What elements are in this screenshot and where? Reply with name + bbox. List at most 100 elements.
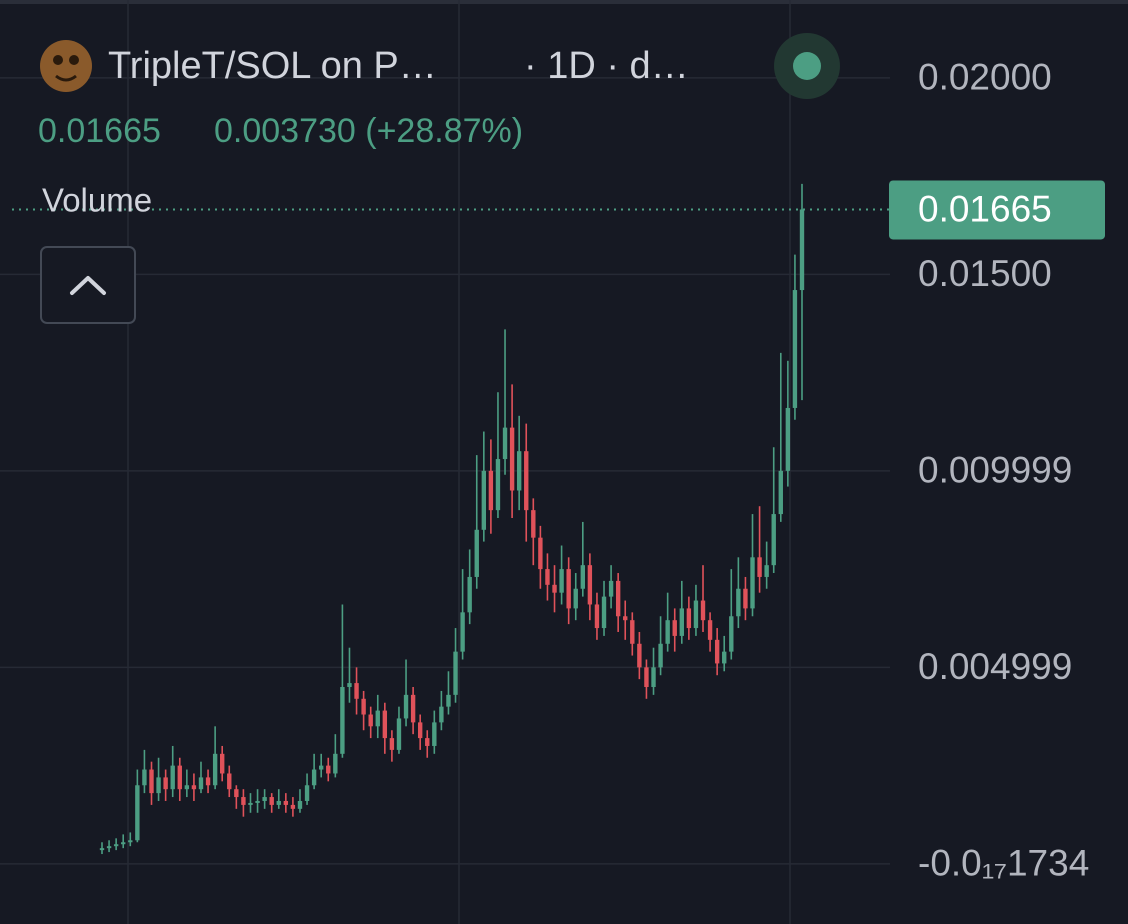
candle-body: [516, 451, 522, 491]
candle-body: [531, 510, 536, 538]
overlay: 0.02000 0.01500 0.009999 0.004999 -0.0₁₇1734…: [12, 57, 1105, 884]
candle-body: [142, 769, 147, 786]
candle-body: [587, 565, 593, 605]
candle-body: [679, 608, 684, 636]
price-change: 0.003730 (+28.87%): [214, 112, 523, 150]
candle-body: [198, 777, 204, 790]
y-tick-label: 0.02000: [918, 57, 1052, 98]
candle-body: [601, 596, 607, 629]
candle-body: [488, 470, 494, 511]
top-border: [0, 0, 1128, 4]
candle-body: [311, 769, 317, 786]
candle-body: [615, 580, 621, 617]
candle-body: [509, 427, 515, 491]
candle-body: [729, 616, 734, 652]
candle-body: [212, 753, 218, 786]
candle-body: [608, 580, 614, 597]
candle-body: [658, 643, 663, 668]
candle-body: [700, 600, 706, 621]
collapse-button[interactable]: [40, 246, 136, 324]
candle-body: [736, 588, 741, 617]
candle-body: [184, 785, 190, 790]
avatar-eye: [69, 55, 79, 65]
y-tick-label: 0.01500: [918, 253, 1052, 294]
candle-body: [623, 616, 628, 621]
symbol-avatar: [40, 40, 92, 92]
candle-body: [644, 667, 649, 688]
candle-body: [432, 722, 437, 746]
candle-body: [227, 773, 232, 790]
candle-body: [410, 694, 416, 723]
candle-body: [99, 848, 105, 851]
candle-body: [467, 576, 472, 613]
candle-body: [347, 683, 352, 688]
last-price: 0.01665: [38, 112, 161, 150]
candle-body: [559, 569, 564, 593]
candle-body: [481, 470, 487, 530]
candle-body: [262, 797, 267, 801]
avatar-mouth: [55, 74, 77, 82]
candle-body: [205, 777, 211, 786]
candle-body: [771, 514, 776, 566]
candle-body: [446, 694, 451, 707]
candle-body: [382, 710, 388, 739]
candle-body: [326, 765, 331, 774]
candle-body: [177, 765, 182, 790]
candle-body: [651, 667, 656, 688]
candle-body: [113, 844, 119, 847]
status-dot: [793, 52, 821, 80]
candle-body: [361, 698, 366, 715]
candle-body: [686, 608, 692, 629]
candle-body: [764, 565, 769, 577]
chevron-up: [70, 276, 106, 295]
candle-body: [474, 529, 479, 577]
candle-body: [524, 451, 529, 511]
candle-body: [128, 840, 133, 843]
candle-body: [283, 800, 289, 805]
candle-body: [594, 604, 600, 629]
candle-body: [672, 620, 677, 636]
candle-body: [375, 710, 380, 727]
interval: · 1D · d…: [524, 45, 689, 87]
candle-body: [135, 785, 140, 841]
candle-body: [340, 687, 345, 754]
last-price-tag-label: 0.01665: [918, 188, 1052, 229]
candle-body: [573, 588, 578, 609]
candle-body: [425, 738, 430, 746]
candle-body: [333, 753, 338, 774]
candle-body: [255, 800, 260, 803]
candle-body: [566, 569, 571, 609]
candle-body: [354, 683, 359, 699]
candle-body: [714, 639, 720, 664]
candle-body: [665, 620, 670, 644]
candle-body: [750, 557, 755, 609]
y-tick-label: 0.009999: [918, 450, 1072, 491]
candle-body: [637, 643, 642, 668]
candle-body: [552, 584, 557, 593]
candle-body: [163, 777, 168, 790]
y-tick-label: -0.0₁₇1734: [918, 843, 1089, 884]
candle-body: [234, 789, 239, 798]
candle-body: [248, 802, 253, 805]
candle-body: [220, 753, 225, 774]
candle-body: [545, 569, 550, 585]
candle-body: [149, 769, 154, 794]
candle-body: [319, 765, 324, 770]
candle-body: [538, 537, 543, 570]
candle-body: [304, 785, 310, 801]
avatar-eye: [53, 55, 63, 65]
candle-body: [502, 427, 508, 460]
candle-body: [290, 804, 296, 809]
candle-body: [707, 620, 713, 640]
candle-body: [495, 459, 501, 511]
candle-body: [453, 651, 458, 695]
candle-body: [276, 800, 281, 805]
candle-body: [799, 209, 805, 291]
candle-body: [722, 651, 727, 664]
candle-body: [403, 694, 409, 719]
candle-body: [580, 565, 585, 589]
candle-body: [743, 588, 748, 609]
